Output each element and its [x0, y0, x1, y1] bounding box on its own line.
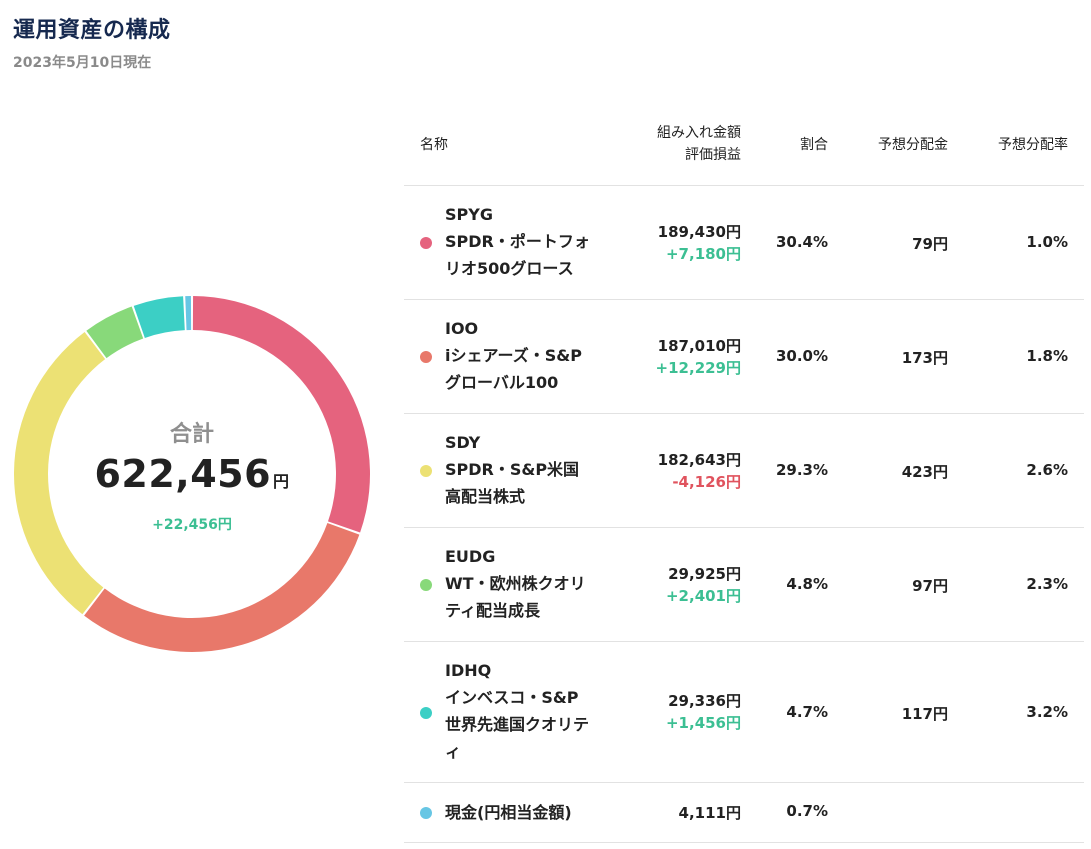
ticker: IDHQ	[445, 661, 492, 680]
total-label: 合計	[169, 422, 214, 447]
amount-value: 182,643円	[657, 451, 741, 469]
fund-fullname: 現金(円相当金額)	[445, 803, 572, 822]
ticker: IOO	[445, 319, 479, 338]
profit-loss: +2,401円	[665, 587, 741, 605]
ratio-cell: 0.7%	[786, 802, 828, 820]
fund-fullname: インベスコ・S&P世界先進国クオリティ	[445, 688, 590, 761]
donut-center: 合計 622,456 円 +22,456円	[10, 292, 374, 656]
donut-svg	[14, 296, 370, 652]
amount-cell: 29,925円 +2,401円	[666, 563, 741, 607]
holdings-table: 名称 組み入れ金額 評価損益 割合 予想分配金 予想分配率 SPYG SPDR・…	[404, 110, 1084, 843]
total-value: 622,456 円	[10, 452, 374, 496]
fund-name: SDY SPDR・S&P米国高配当株式	[445, 429, 590, 510]
table-row[interactable]: IOO iシェアーズ・S&Pグローバル100 187,010円 +12,229円…	[404, 300, 1084, 414]
donut-slice-sdy[interactable]	[14, 332, 106, 615]
dividend-cell: 79円	[912, 235, 948, 253]
fund-name: SPYG SPDR・ポートフォリオ500グロース	[445, 201, 590, 282]
ratio-cell: 29.3%	[775, 461, 828, 479]
donut-slice-eudg[interactable]	[86, 306, 144, 359]
amount-value: 4,111円	[678, 804, 741, 822]
dividend-cell: 117円	[901, 705, 948, 723]
table-row[interactable]: SDY SPDR・S&P米国高配当株式 182,643円 -4,126円 29.…	[404, 414, 1084, 528]
fund-fullname: SPDR・ポートフォリオ500グロース	[445, 232, 590, 278]
profit-loss: +7,180円	[665, 245, 741, 263]
header-dividend: 予想分配金	[878, 137, 948, 153]
total-amount: 622,456	[94, 452, 272, 496]
table-header: 名称 組み入れ金額 評価損益 割合 予想分配金 予想分配率	[404, 110, 1084, 186]
as-of-date: 2023年5月10日現在	[13, 55, 152, 71]
amount-value: 189,430円	[657, 223, 741, 241]
legend-dot	[420, 351, 432, 363]
fund-name: EUDG WT・欧州株クオリティ配当成長	[445, 543, 590, 624]
table-row[interactable]: SPYG SPDR・ポートフォリオ500グロース 189,430円 +7,180…	[404, 186, 1084, 300]
amount-value: 29,925円	[668, 565, 741, 583]
yield-cell: 1.8%	[1026, 347, 1068, 365]
header-amount: 組み入れ金額 評価損益	[657, 122, 741, 166]
donut-slice-spyg[interactable]	[192, 296, 370, 533]
amount-cell: 189,430円 +7,180円	[658, 221, 741, 265]
amount-cell: 182,643円 -4,126円	[658, 449, 741, 493]
yield-cell: 2.6%	[1026, 461, 1068, 479]
ticker: SDY	[445, 433, 481, 452]
header-yield: 予想分配率	[998, 137, 1068, 153]
fund-name: IDHQ インベスコ・S&P世界先進国クオリティ	[445, 657, 590, 765]
yield-cell: 3.2%	[1026, 703, 1068, 721]
donut-slice-ioo[interactable]	[84, 522, 360, 652]
ticker: EUDG	[445, 547, 496, 566]
ratio-cell: 30.4%	[775, 233, 828, 251]
ratio-cell: 4.8%	[786, 575, 828, 593]
legend-dot	[420, 807, 432, 819]
total-gain: +22,456円	[152, 517, 232, 533]
legend-dot	[420, 237, 432, 249]
header-amount-line1: 組み入れ金額	[657, 125, 741, 141]
amount-value: 29,336円	[668, 692, 741, 710]
fund-fullname: SPDR・S&P米国高配当株式	[445, 460, 580, 506]
dividend-cell: 97円	[912, 577, 948, 595]
profit-loss: -4,126円	[672, 473, 741, 491]
amount-cell: 29,336円 +1,456円	[666, 690, 741, 734]
fund-fullname: iシェアーズ・S&Pグローバル100	[445, 346, 582, 392]
amount-cell: 4,111円	[679, 802, 741, 824]
donut-slice-[interactable]	[185, 296, 192, 331]
ticker: SPYG	[445, 205, 493, 224]
legend-dot	[420, 579, 432, 591]
page-title: 運用資産の構成	[13, 18, 171, 43]
table-row[interactable]: IDHQ インベスコ・S&P世界先進国クオリティ 29,336円 +1,456円…	[404, 642, 1084, 783]
total-unit: 円	[273, 472, 290, 491]
table-row[interactable]: 現金(円相当金額) 4,111円 0.7%	[404, 783, 1084, 843]
fund-name: 現金(円相当金額)	[445, 799, 572, 826]
yield-cell: 1.0%	[1026, 233, 1068, 251]
table-row[interactable]: EUDG WT・欧州株クオリティ配当成長 29,925円 +2,401円 4.8…	[404, 528, 1084, 642]
ratio-cell: 4.7%	[786, 703, 828, 721]
fund-fullname: WT・欧州株クオリティ配当成長	[445, 574, 586, 620]
legend-dot	[420, 707, 432, 719]
donut-slice-idhq[interactable]	[133, 296, 185, 338]
dividend-cell: 423円	[901, 463, 948, 481]
dividend-cell: 173円	[901, 349, 948, 367]
fund-name: IOO iシェアーズ・S&Pグローバル100	[445, 315, 590, 396]
ratio-cell: 30.0%	[775, 347, 828, 365]
profit-loss: +12,229円	[655, 359, 741, 377]
yield-cell: 2.3%	[1026, 575, 1068, 593]
allocation-donut-chart: 合計 622,456 円 +22,456円	[10, 292, 374, 656]
header-amount-line2: 評価損益	[685, 147, 741, 163]
header-ratio: 割合	[800, 137, 828, 153]
header-name: 名称	[420, 137, 448, 153]
legend-dot	[420, 465, 432, 477]
amount-value: 187,010円	[657, 337, 741, 355]
profit-loss: +1,456円	[665, 714, 741, 732]
amount-cell: 187,010円 +12,229円	[656, 335, 741, 379]
